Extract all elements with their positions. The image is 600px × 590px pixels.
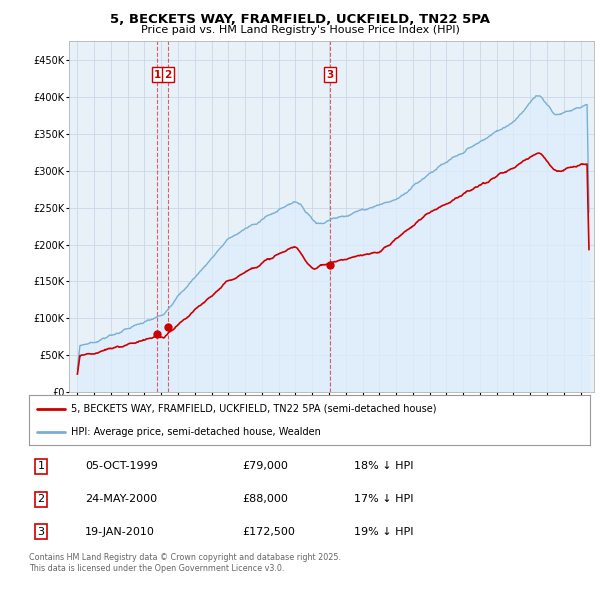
Text: 1: 1 [38, 461, 44, 471]
Text: Contains HM Land Registry data © Crown copyright and database right 2025.: Contains HM Land Registry data © Crown c… [29, 553, 341, 562]
Text: £88,000: £88,000 [242, 494, 288, 504]
Text: £79,000: £79,000 [242, 461, 288, 471]
Text: 19-JAN-2010: 19-JAN-2010 [85, 527, 155, 537]
Text: 17% ↓ HPI: 17% ↓ HPI [354, 494, 413, 504]
Text: 24-MAY-2000: 24-MAY-2000 [85, 494, 157, 504]
Text: 2: 2 [38, 494, 45, 504]
Text: 5, BECKETS WAY, FRAMFIELD, UCKFIELD, TN22 5PA: 5, BECKETS WAY, FRAMFIELD, UCKFIELD, TN2… [110, 13, 490, 26]
Text: HPI: Average price, semi-detached house, Wealden: HPI: Average price, semi-detached house,… [71, 427, 321, 437]
Text: £172,500: £172,500 [242, 527, 295, 537]
Text: 05-OCT-1999: 05-OCT-1999 [85, 461, 158, 471]
Text: 3: 3 [38, 527, 44, 537]
Text: 3: 3 [326, 70, 334, 80]
Text: 2: 2 [164, 70, 172, 80]
Text: 1: 1 [154, 70, 161, 80]
Text: 5, BECKETS WAY, FRAMFIELD, UCKFIELD, TN22 5PA (semi-detached house): 5, BECKETS WAY, FRAMFIELD, UCKFIELD, TN2… [71, 404, 436, 414]
Text: 19% ↓ HPI: 19% ↓ HPI [354, 527, 413, 537]
Text: Price paid vs. HM Land Registry's House Price Index (HPI): Price paid vs. HM Land Registry's House … [140, 25, 460, 35]
Text: This data is licensed under the Open Government Licence v3.0.: This data is licensed under the Open Gov… [29, 564, 284, 573]
Text: 18% ↓ HPI: 18% ↓ HPI [354, 461, 413, 471]
